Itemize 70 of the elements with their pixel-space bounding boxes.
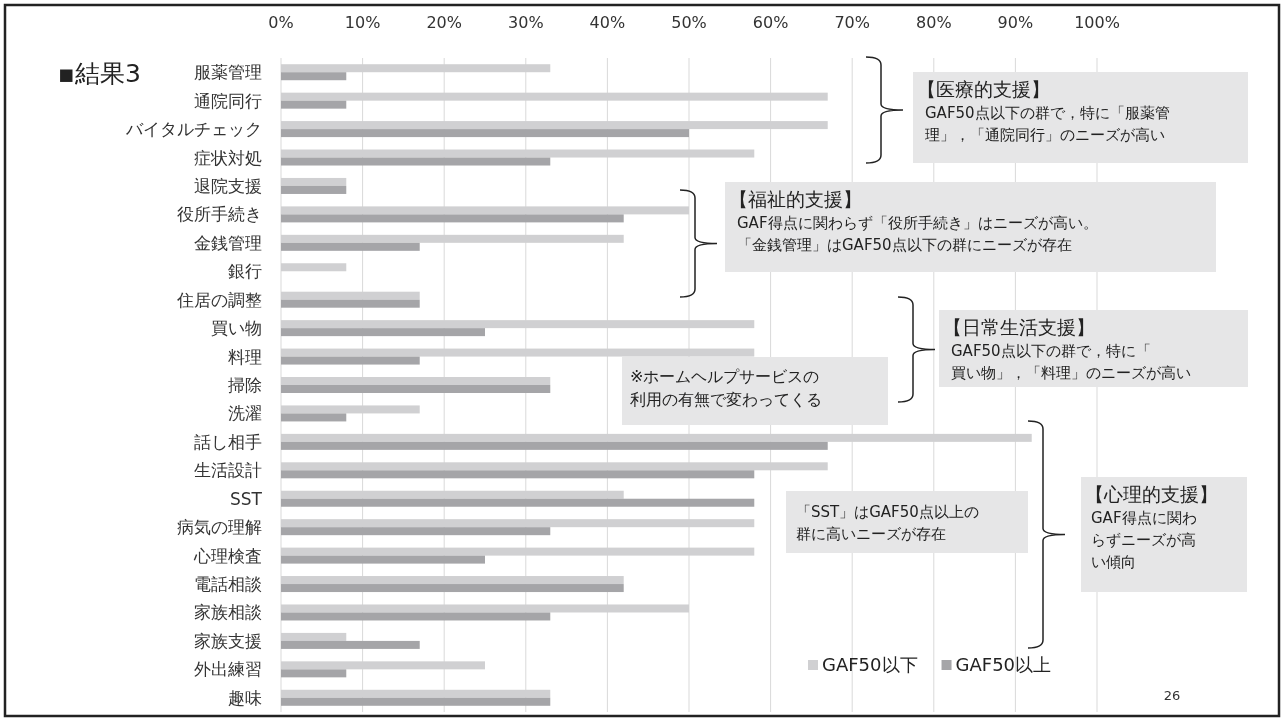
bar: [281, 470, 755, 479]
x-tick-label: 90%: [997, 13, 1034, 32]
bar: [281, 697, 551, 706]
y-tick-label: 役所手続き: [177, 204, 262, 225]
y-tick-label: 家族相談: [194, 602, 262, 623]
y-tick-label: 服薬管理: [194, 62, 262, 83]
y-tick-label: 掃除: [228, 375, 262, 395]
y-tick-label: 退院支援: [194, 175, 262, 196]
bar: [281, 129, 689, 138]
bar: [281, 441, 828, 450]
y-tick-label: バイタルチェック: [125, 119, 262, 140]
x-tick-label: 70%: [834, 13, 870, 32]
y-tick-label: 外出練習: [194, 659, 262, 680]
annotation: 【日常生活支援】: [943, 316, 1095, 338]
bar: [281, 72, 347, 81]
annotation: 【福祉的支援】: [729, 188, 862, 210]
bar: [281, 157, 551, 166]
x-tick-label: 60%: [752, 13, 789, 32]
annotation: ※ホームヘルプサービスの利用の有無で変わってくる: [630, 367, 822, 409]
annotation: GAF得点に関わらず「役所手続き」はニーズが高い。「金銭管理」はGAF50点以下の群にニーズが存在: [737, 214, 1098, 254]
x-tick-label: 50%: [671, 13, 707, 32]
y-tick-label: 銀行: [228, 261, 262, 282]
y-tick-label: 通院同行: [194, 90, 262, 111]
bar: [281, 640, 420, 649]
x-tick-label: 10%: [344, 13, 381, 32]
y-tick-label: 病気の理解: [177, 517, 262, 538]
bar: [281, 527, 551, 536]
text: 26: [1163, 688, 1181, 703]
legend-label: GAF50以上: [955, 654, 1052, 675]
chart-title: ▪結果3: [58, 59, 141, 88]
annotation: GAF得点に関わらずニーズが高い傾向: [1091, 509, 1197, 571]
y-tick-label: 心理検査: [193, 545, 262, 566]
y-tick-label: 住居の調整: [176, 289, 262, 310]
y-tick-label: 話し相手: [194, 431, 262, 452]
bar: [281, 555, 485, 564]
legend-label: GAF50以下: [822, 654, 918, 675]
annotation: GAF50点以下の群で，特に「買い物」，「料理」のニーズが高い: [951, 342, 1191, 382]
annotation: 【医療的支援】: [917, 78, 1050, 100]
bar: [281, 100, 347, 109]
x-tick-label: 20%: [426, 13, 462, 32]
y-tick-label: 金銭管理: [194, 232, 262, 253]
y-tick-label: 生活設計: [194, 460, 262, 481]
x-tick-label: 100%: [1074, 13, 1120, 32]
bar: [281, 214, 624, 223]
x-tick-label: 80%: [916, 13, 952, 32]
x-tick-label: 30%: [508, 13, 544, 32]
y-tick-label: SST: [230, 488, 263, 509]
x-tick-label: 0%: [268, 13, 294, 32]
bar: [281, 584, 624, 593]
annotation: 「SST」はGAF50点以上の群に高いニーズが存在: [796, 503, 979, 543]
bar: [281, 185, 347, 194]
annotation: GAF50点以下の群で，特に「服薬管理」，「通院同行」のニーズが高い: [925, 104, 1170, 144]
x-tick-label: 40%: [589, 13, 626, 32]
y-tick-label: 趣味: [228, 687, 262, 708]
bar: [281, 299, 420, 308]
bar: [281, 498, 755, 507]
annotation: 【心理的支援】: [1085, 483, 1218, 505]
y-tick-label: 買い物: [211, 318, 262, 339]
y-tick-label: 電話相談: [194, 574, 262, 595]
bar: [281, 413, 347, 422]
bar: [281, 612, 551, 621]
y-tick-label: 料理: [228, 346, 262, 367]
y-tick-label: 洗濯: [228, 403, 262, 424]
y-tick-label: 家族支援: [194, 630, 262, 651]
y-tick-label: 症状対処: [194, 147, 262, 168]
bar: [281, 328, 485, 337]
bar: [281, 385, 551, 393]
bar: [281, 242, 420, 251]
bar: [281, 356, 420, 365]
bar: [281, 669, 347, 678]
